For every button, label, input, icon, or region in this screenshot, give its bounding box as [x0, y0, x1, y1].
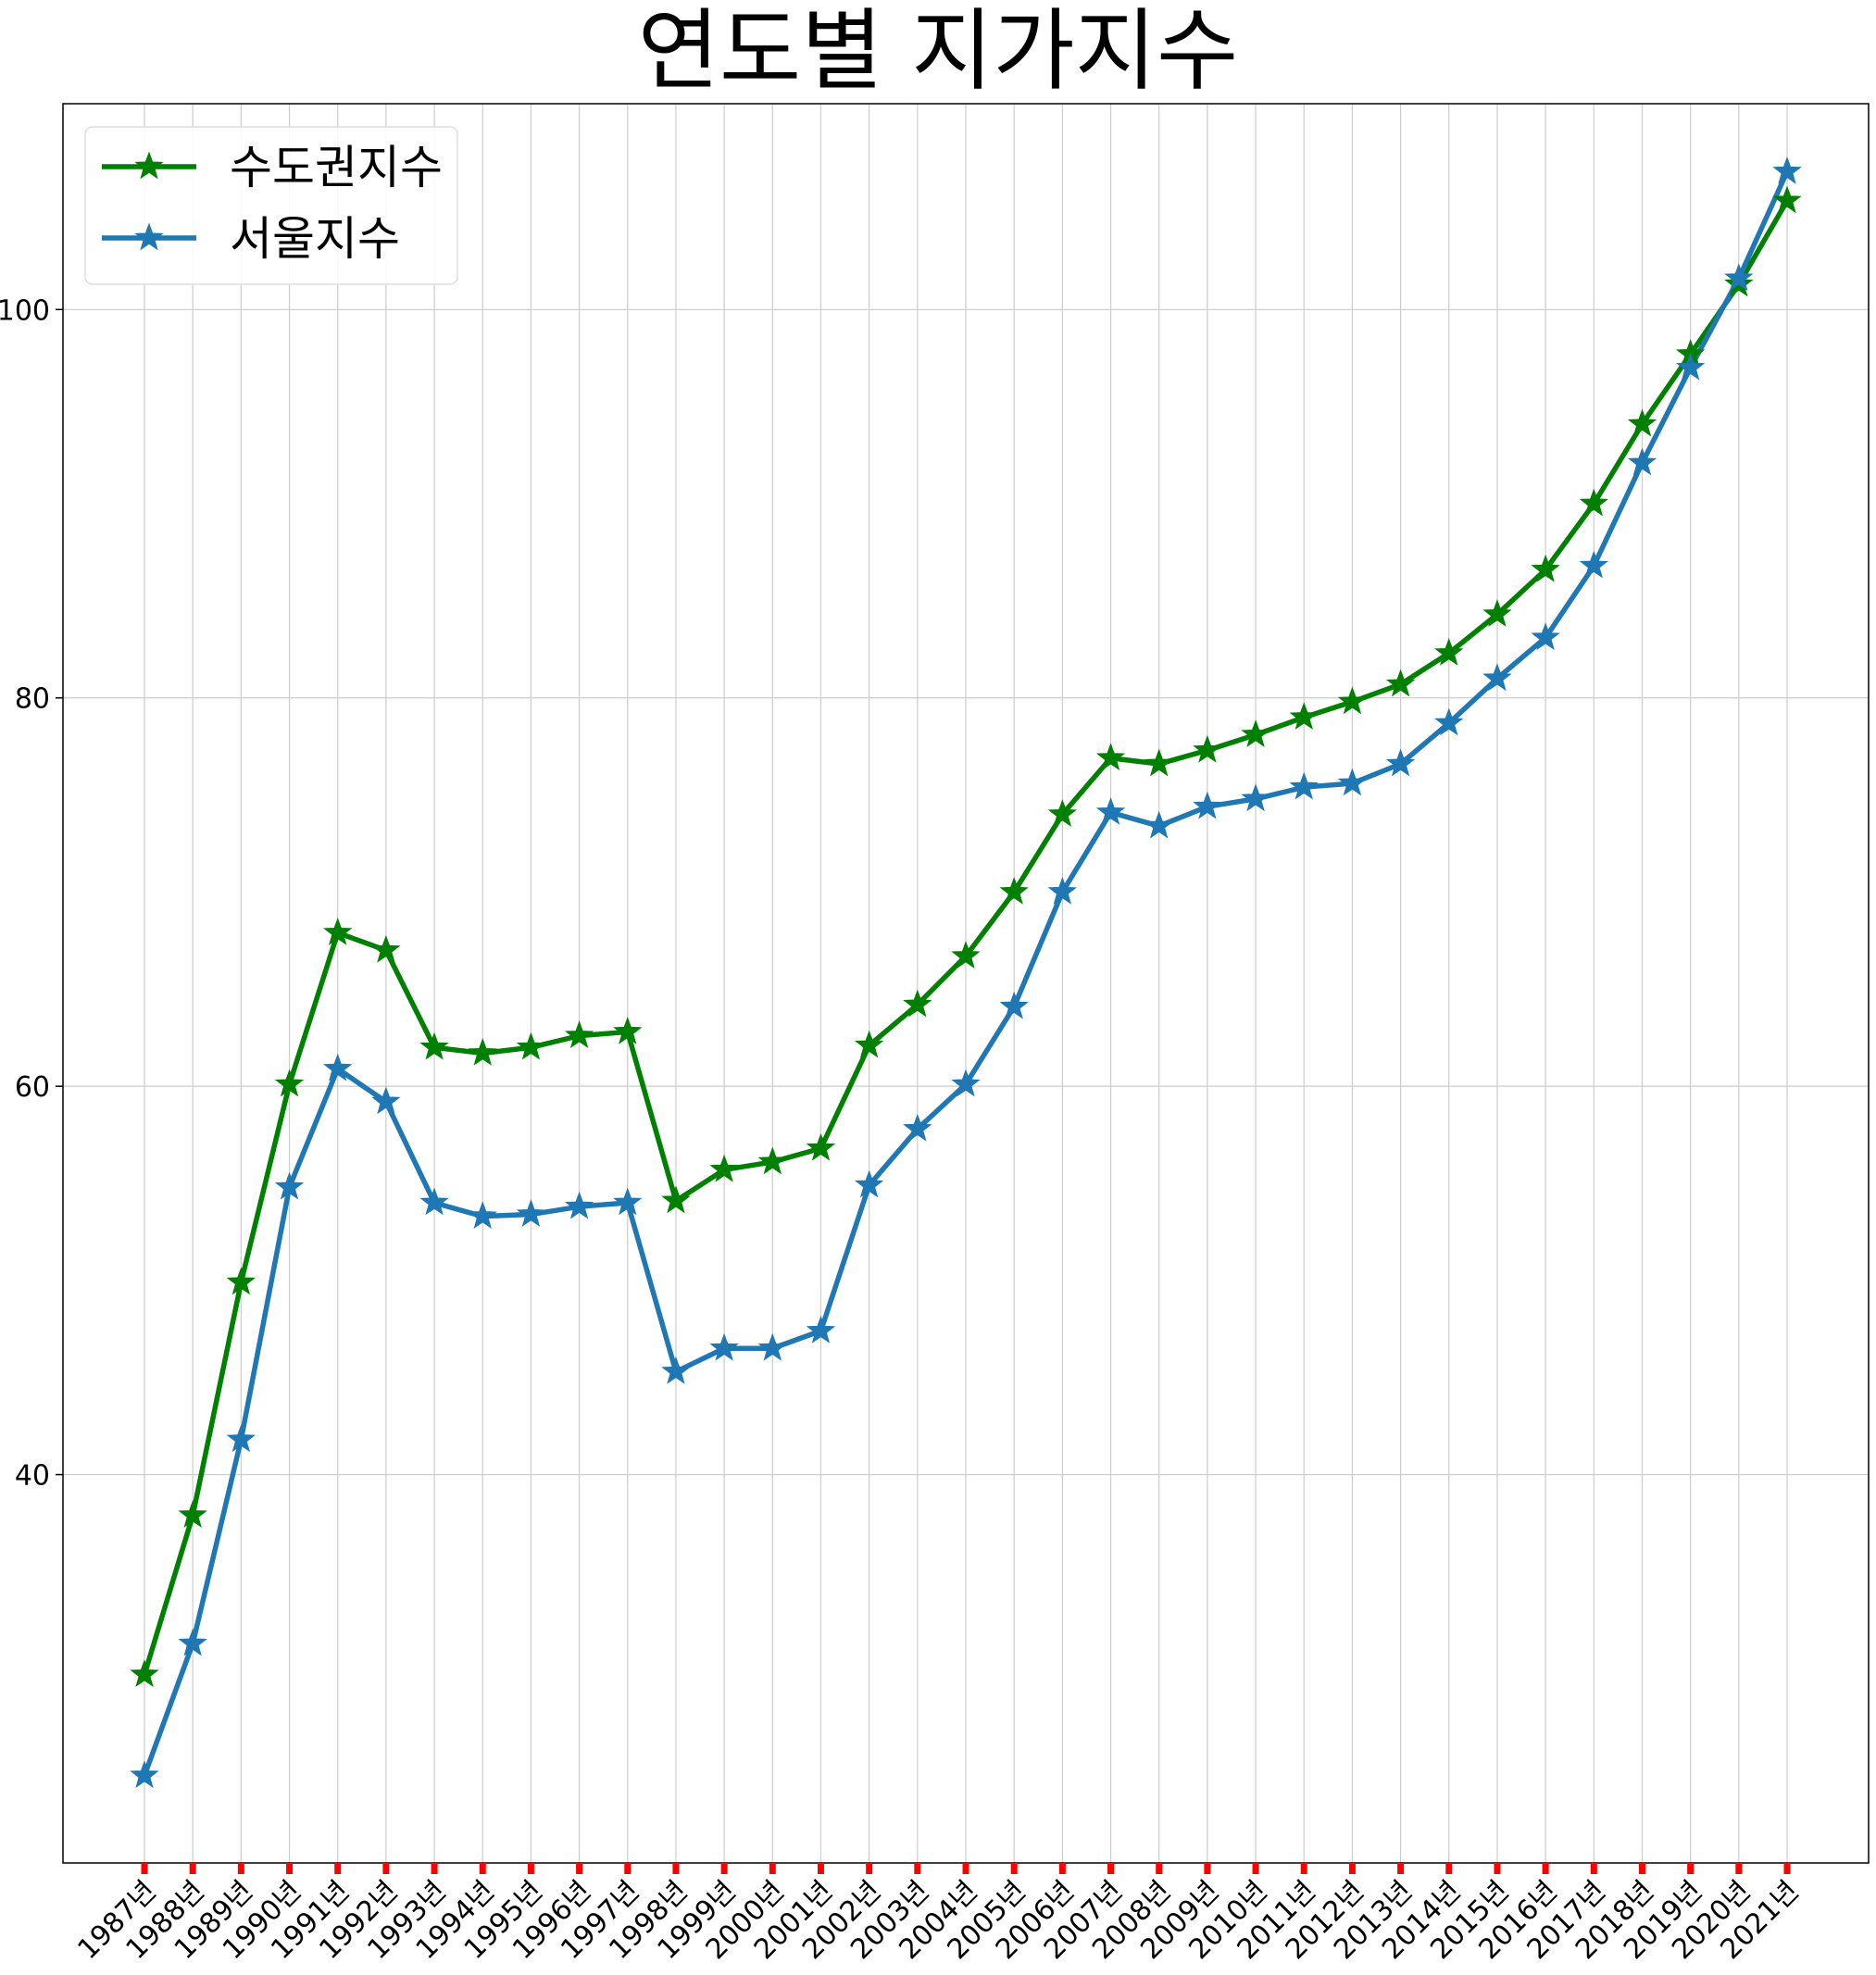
- series-0-point: [999, 876, 1029, 905]
- series-0-point: [806, 1132, 836, 1161]
- series-1-point: [757, 1332, 787, 1361]
- series-0-point: [178, 1500, 207, 1528]
- legend-marker-0: [134, 151, 164, 180]
- series-0-point: [226, 1267, 256, 1295]
- y-tick-label: 100: [0, 294, 50, 327]
- series-1-point: [1434, 707, 1464, 736]
- series-1-point: [661, 1356, 691, 1384]
- series-0-point: [1531, 554, 1560, 582]
- chart-title: 연도별 지가지수: [637, 0, 1239, 103]
- series-1-point: [1047, 876, 1078, 905]
- series-markers: [130, 156, 1802, 1788]
- series-0-point: [1144, 748, 1174, 777]
- legend-label-0: 수도권지수: [230, 141, 443, 194]
- series-1-point: [1627, 447, 1657, 476]
- series-1-point: [903, 1113, 932, 1142]
- series-1-point: [1531, 622, 1560, 651]
- series-0-point: [1579, 488, 1608, 517]
- y-tick-label: 60: [15, 1071, 50, 1104]
- series-1-point: [1579, 550, 1608, 579]
- series-1-point: [419, 1187, 449, 1216]
- series-1-point: [854, 1169, 884, 1198]
- series-1-point: [951, 1069, 981, 1097]
- series-0-point: [130, 1659, 159, 1687]
- series-0-point: [468, 1038, 497, 1066]
- series-0-point: [1482, 599, 1512, 627]
- series-1-point: [709, 1332, 739, 1361]
- legend-label-1: 서울지수: [230, 212, 400, 266]
- series-1-point: [564, 1191, 594, 1219]
- legend-marker-1: [134, 222, 164, 251]
- y-tick-label: 80: [15, 683, 50, 716]
- series-0-point: [1627, 408, 1657, 437]
- series-1-point: [806, 1315, 836, 1344]
- series-1-point: [1144, 810, 1174, 839]
- series-1-point: [1289, 771, 1319, 800]
- y-axis: 40 60 80 100: [0, 294, 63, 1493]
- series-0-point: [1772, 185, 1802, 214]
- series-0-point: [371, 934, 401, 963]
- x-axis: 1987년1988년1989년1990년1991년1992년1993년1994년…: [71, 1863, 1806, 1966]
- series-1-point: [371, 1086, 401, 1115]
- series-1-point: [130, 1760, 159, 1788]
- series-1-point: [468, 1201, 497, 1229]
- series-1-point: [323, 1053, 353, 1081]
- series-1-point: [1337, 768, 1368, 796]
- series-1-point: [516, 1199, 546, 1227]
- y-tick-label: 40: [15, 1460, 50, 1493]
- series-0-point: [661, 1185, 691, 1214]
- series-1-point: [613, 1187, 643, 1216]
- series-0-point: [564, 1020, 594, 1048]
- series-0-point: [516, 1031, 546, 1060]
- series-0-point: [1385, 669, 1416, 697]
- series-1-point: [1772, 156, 1802, 184]
- series-1-point: [1385, 748, 1416, 777]
- series-0-point: [1434, 638, 1464, 666]
- series-1-point: [1095, 796, 1126, 825]
- series-1-point: [999, 991, 1029, 1019]
- series-0-point: [903, 989, 932, 1018]
- series-0-point: [1047, 799, 1078, 827]
- series-1-point: [1241, 783, 1270, 812]
- series-1-point: [1724, 263, 1754, 292]
- grid: [63, 104, 1869, 1863]
- series-0-point: [709, 1154, 739, 1182]
- series-0-point: [274, 1069, 305, 1097]
- series-0-point: [1241, 719, 1270, 747]
- series-0-point: [1095, 743, 1126, 771]
- series-1-point: [1193, 791, 1222, 819]
- series-0-point: [419, 1031, 449, 1060]
- series-1-point: [178, 1628, 207, 1656]
- series-0-point: [757, 1146, 787, 1175]
- series-0-point: [1193, 734, 1222, 763]
- series-0-point: [613, 1016, 643, 1044]
- series-0-point: [1289, 702, 1319, 731]
- series-0-point: [854, 1030, 884, 1058]
- series-1-point: [1482, 663, 1512, 692]
- series-1-point: [274, 1171, 305, 1200]
- series-0-point: [323, 918, 353, 945]
- series-1-point: [226, 1424, 256, 1453]
- series-0-point: [1337, 686, 1368, 715]
- series-0-point: [951, 941, 981, 969]
- series-1-point: [1675, 352, 1706, 381]
